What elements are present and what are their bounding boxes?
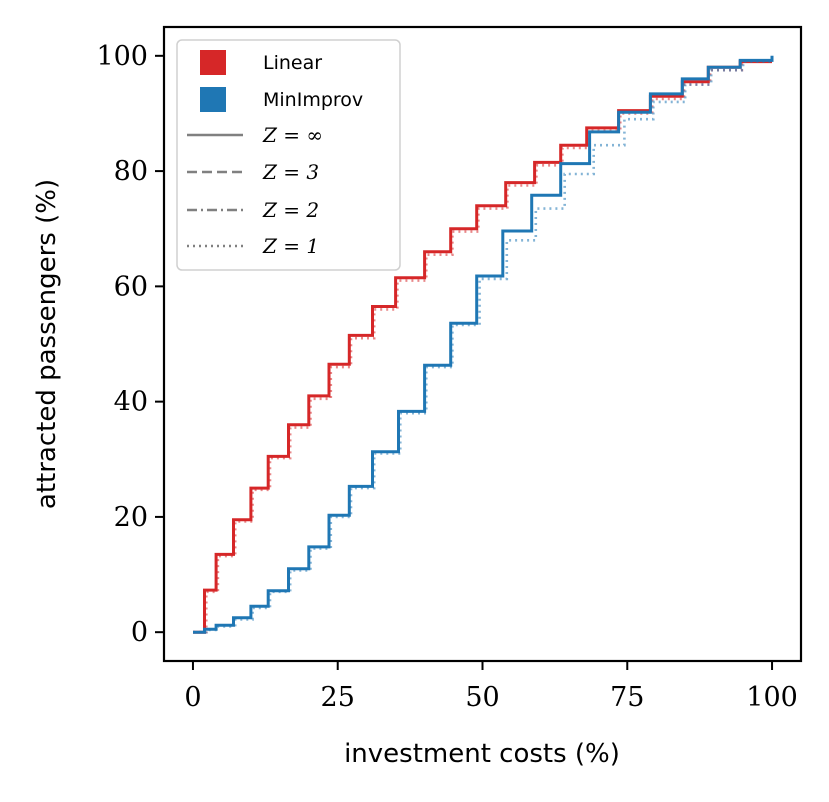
x-tick-label: 75 (610, 682, 644, 713)
legend-items: Linear MinImprov Z = ∞ Z = 3 Z = 2 Z = 1 (187, 50, 363, 258)
series-layer (193, 55, 774, 634)
legend-label-z-3: Z = 3 (262, 160, 319, 184)
y-tick-label: 20 (114, 502, 148, 533)
series-line-minimprov-z-inf (193, 55, 774, 634)
legend-swatch-linear (200, 50, 226, 75)
x-axis-label: investment costs (%) (344, 739, 620, 769)
x-tick-label: 100 (746, 682, 798, 713)
x-tick-label: 0 (184, 682, 201, 713)
x-tick-label: 50 (465, 682, 499, 713)
x-axis: 0 25 50 75 100 (184, 661, 798, 713)
legend-label-z: Z = ∞ (262, 123, 323, 147)
legend-swatch-minimprov (200, 87, 226, 112)
y-axis: 0 20 40 60 80 100 (96, 41, 164, 648)
legend: Linear MinImprov Z = ∞ Z = 3 Z = 2 Z = 1 (176, 39, 401, 271)
legend-box (176, 39, 401, 271)
y-tick-label: 0 (131, 617, 148, 648)
y-tick-label: 40 (114, 387, 148, 418)
legend-label-z-2: Z = 2 (262, 198, 319, 222)
series-line-minimprov-z-1 (193, 60, 772, 634)
y-tick-label: 100 (96, 41, 148, 72)
y-tick-label: 80 (114, 156, 148, 187)
legend-label-minimprov: MinImprov (263, 89, 363, 111)
x-tick-label: 25 (321, 682, 355, 713)
legend-label-z-1: Z = 1 (262, 234, 319, 258)
y-tick-label: 60 (114, 271, 148, 302)
y-axis-label: attracted passengers (%) (32, 179, 62, 509)
legend-label-linear: Linear (263, 52, 322, 74)
